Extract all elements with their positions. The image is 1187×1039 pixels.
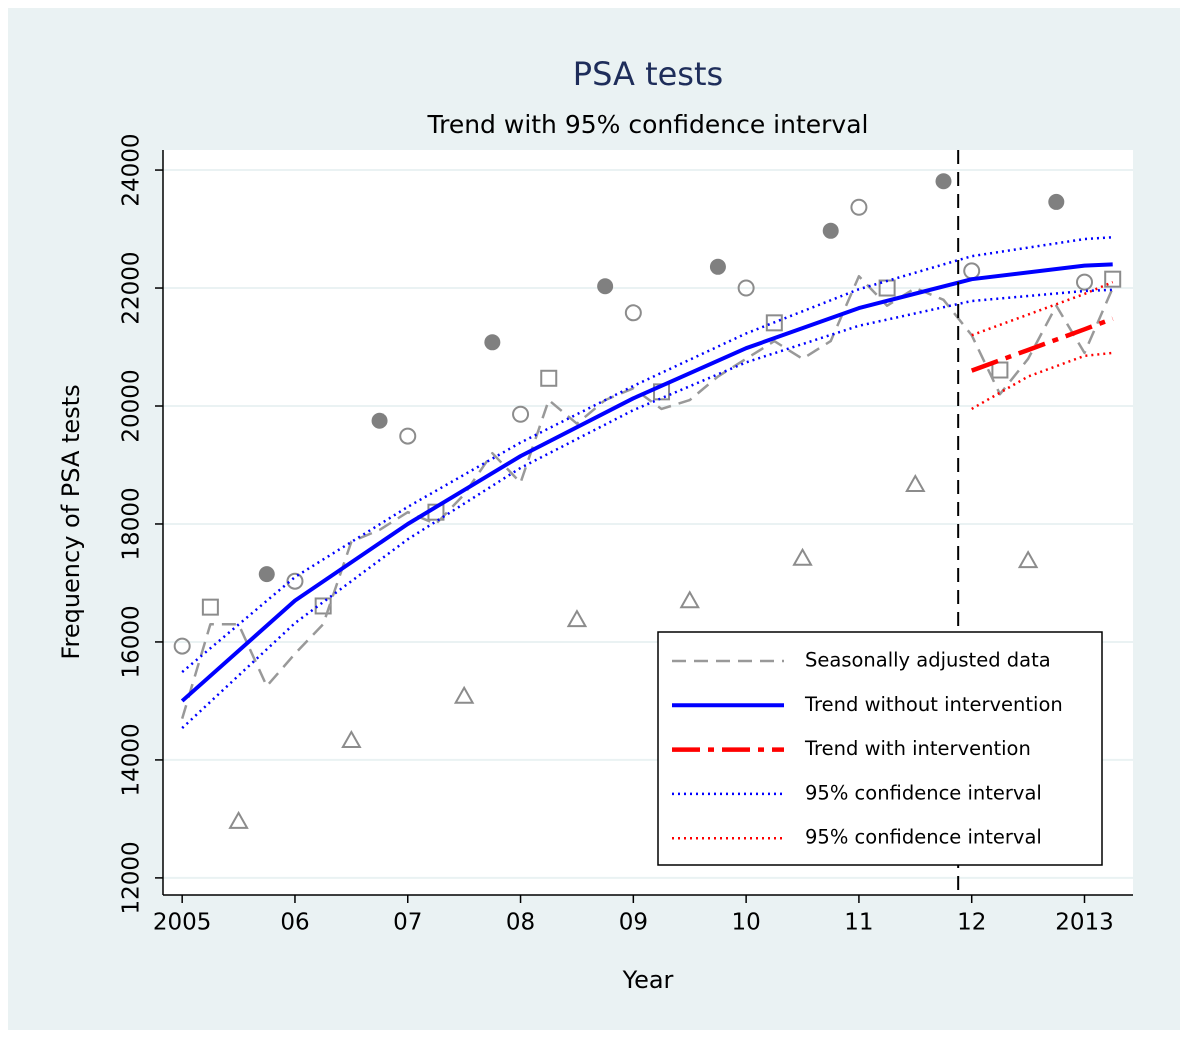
legend: Seasonally adjusted data Trend without in… <box>657 631 1103 866</box>
point <box>792 547 813 566</box>
y-tick-label: 24000 <box>119 133 145 206</box>
x-tick-label: 2013 <box>1055 910 1114 936</box>
y-axis-label: Frequency of PSA tests <box>57 384 85 659</box>
point <box>173 637 191 655</box>
series-line <box>971 280 1114 337</box>
y-tick-label: 14000 <box>119 723 145 796</box>
x-tick-label: 2005 <box>153 910 212 936</box>
point <box>201 598 219 616</box>
point <box>540 369 558 387</box>
point <box>399 427 417 445</box>
point <box>1076 273 1093 291</box>
point <box>679 590 700 609</box>
point <box>597 278 614 295</box>
point <box>484 334 501 351</box>
series-line <box>181 288 1113 729</box>
point <box>228 810 249 829</box>
y-tick-label: 18000 <box>119 487 145 560</box>
point <box>566 609 588 628</box>
point <box>258 566 275 583</box>
chart-subtitle: Trend with 95% confidence interval <box>427 110 869 139</box>
chart-title: PSA tests <box>573 55 723 93</box>
point <box>737 279 755 297</box>
point <box>765 314 783 332</box>
x-tick-label: 12 <box>957 910 986 936</box>
legend-label: 95% confidence interval <box>805 781 1042 804</box>
point <box>453 685 475 704</box>
x-axis-label: Year <box>622 966 674 994</box>
series-line <box>180 262 1113 703</box>
y-tick-label: 20000 <box>119 369 145 442</box>
legend-label: Trend with intervention <box>804 737 1031 760</box>
point <box>850 198 868 216</box>
x-tick-label: 10 <box>731 910 760 936</box>
point <box>935 173 952 190</box>
point <box>1104 270 1122 288</box>
point <box>991 361 1009 379</box>
x-tick-label: 11 <box>844 910 873 936</box>
legend-label: Trend without intervention <box>804 693 1063 716</box>
x-tick-label: 06 <box>280 910 309 936</box>
legend-label: 95% confidence interval <box>805 826 1042 849</box>
point <box>512 405 530 423</box>
x-tick-label: 09 <box>619 910 648 936</box>
y-tick-label: 22000 <box>119 251 145 324</box>
x-tick-label: 07 <box>393 910 422 936</box>
point <box>1048 193 1065 210</box>
point <box>1017 550 1039 569</box>
y-tick-label: 12000 <box>119 841 145 914</box>
y-tick-label: 16000 <box>119 605 145 678</box>
series-line <box>971 351 1113 411</box>
point <box>905 474 926 493</box>
x-tick-label: 08 <box>506 910 535 936</box>
point <box>341 730 362 749</box>
point <box>709 258 726 275</box>
point <box>822 222 839 239</box>
series-line <box>970 316 1114 373</box>
point <box>286 572 304 590</box>
point <box>624 304 642 322</box>
point <box>371 412 388 429</box>
legend-label: Seasonally adjusted data <box>805 649 1051 672</box>
